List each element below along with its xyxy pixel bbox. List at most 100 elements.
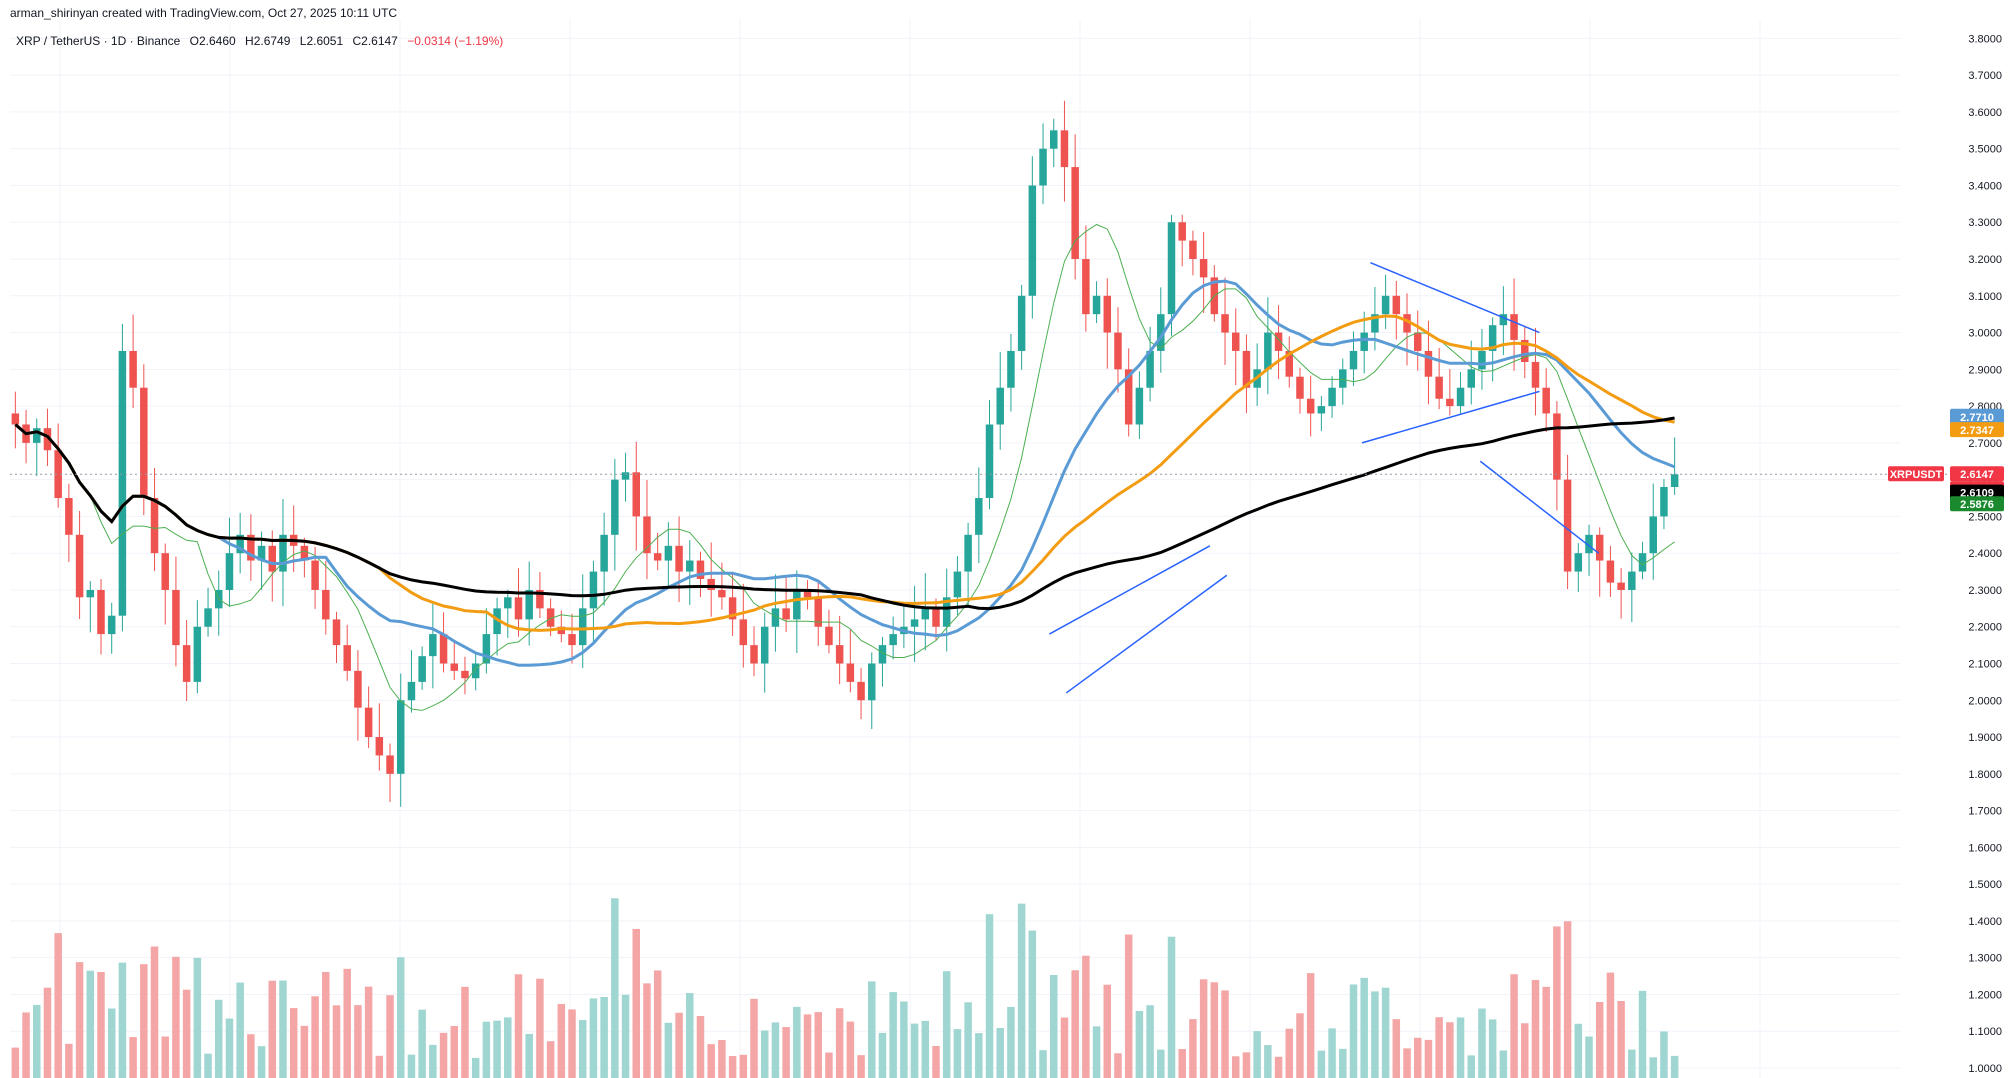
volume-bar: [889, 992, 897, 1078]
volume-bar: [225, 1018, 234, 1078]
candle-body: [675, 545, 683, 572]
volume-bar: [1403, 1048, 1411, 1078]
volume-bar: [182, 989, 191, 1078]
symbol-legend: XRP / TetherUS · 1D · Binance O2.6460 H2…: [16, 34, 503, 48]
volume-bar: [1103, 984, 1112, 1078]
candle-body: [686, 560, 694, 572]
volume-bar: [1553, 926, 1561, 1078]
volume-bar: [247, 1034, 255, 1078]
price-tag-bg: [1950, 408, 2004, 424]
price-axis[interactable]: 3.8000 3.7000 3.6000 3.5000 3.4000 3.3000 3.20…: [1968, 33, 2002, 1075]
price-tick-label: 3.8000: [1968, 33, 2002, 45]
volume-bar: [728, 1056, 737, 1078]
candle-body: [803, 589, 812, 598]
volume-bar: [1360, 977, 1368, 1078]
volume-bar: [1574, 1023, 1583, 1078]
volume-bar: [1371, 991, 1379, 1078]
price-tick-label: 2.7000: [1968, 438, 2002, 450]
volume-bar: [279, 980, 287, 1078]
volume-bar: [118, 962, 127, 1078]
volume-bar: [161, 1036, 169, 1078]
volume-bar: [803, 1014, 812, 1078]
candle-body: [1360, 332, 1368, 351]
candle-body: [150, 498, 159, 554]
candle-body: [932, 608, 940, 627]
volume-bar: [1585, 1036, 1593, 1078]
price-tick-label: 3.2000: [1968, 254, 2002, 266]
volume-bar: [750, 998, 758, 1078]
volume-bar: [621, 994, 630, 1078]
candle-body: [1349, 350, 1358, 370]
candle-body: [546, 608, 555, 627]
volume-bar: [257, 1046, 266, 1078]
ma-black-line: [14, 416, 1675, 611]
candle-body: [11, 413, 20, 425]
volume-bar: [1007, 1006, 1015, 1078]
volume-bar: [589, 998, 598, 1078]
volume-bar: [1392, 1019, 1401, 1078]
price-tick-label: 1.7000: [1968, 806, 2002, 818]
price-tick-label: 3.7000: [1968, 70, 2002, 82]
price-tick-label: 3.4000: [1968, 180, 2002, 192]
candle-body: [1167, 222, 1176, 315]
volume-bar: [1349, 984, 1358, 1078]
candle-body: [814, 597, 822, 627]
chart-credit: arman_shirinyan created with TradingView…: [10, 6, 398, 20]
price-tag-bg: [1950, 422, 2004, 438]
price-tick-label: 2.2000: [1968, 622, 2002, 634]
volume-bar: [1114, 1053, 1122, 1078]
candle-body: [771, 608, 780, 627]
candle-body: [536, 589, 544, 609]
volume-bar: [1339, 1048, 1347, 1078]
candle-body: [1242, 350, 1251, 388]
volume-bar: [1285, 1028, 1294, 1078]
candle-body: [1638, 553, 1647, 572]
trendline: [1370, 262, 1540, 334]
candle-body: [204, 608, 212, 627]
candle-body: [611, 479, 619, 535]
candle-body: [407, 681, 416, 701]
candle-body: [1467, 369, 1475, 388]
volume-bar: [525, 1033, 533, 1078]
candle-body: [450, 663, 459, 671]
volume-bar: [1296, 1013, 1304, 1078]
candle-body: [279, 534, 287, 572]
volume-bar: [985, 914, 994, 1078]
price-tick-label: 3.5000: [1968, 144, 2002, 156]
volume-bar: [97, 971, 105, 1078]
volume-bar: [461, 986, 469, 1078]
volume-bar: [1649, 1057, 1657, 1078]
candle-body: [1146, 350, 1154, 388]
volume-bar: [22, 1012, 30, 1078]
candle-body: [953, 571, 962, 598]
volume-bar: [1167, 936, 1176, 1078]
volume-bar: [504, 1017, 512, 1078]
candle-body: [782, 608, 790, 620]
trendline: [1065, 574, 1228, 694]
volume-bar: [632, 928, 640, 1078]
volume-bar: [204, 1053, 212, 1078]
price-tick-label: 1.2000: [1968, 989, 2002, 1001]
price-tick-label: 3.3000: [1968, 217, 2002, 229]
candle-body: [1606, 560, 1615, 583]
candle-body: [964, 534, 972, 572]
candle-body: [589, 571, 598, 609]
candle-body: [1510, 314, 1518, 340]
volume-bar: [1082, 955, 1090, 1078]
candle-body: [493, 608, 501, 635]
volume-bar: [846, 1021, 855, 1078]
candle-body: [1670, 474, 1679, 488]
volume-bar: [514, 974, 523, 1078]
candle-body: [1071, 167, 1079, 260]
volume-bar: [868, 981, 876, 1078]
volume-bar: [43, 987, 52, 1078]
price-tag-text: 2.7347: [1960, 425, 1994, 437]
volume-bar: [140, 964, 148, 1078]
volume-bar: [236, 982, 244, 1078]
price-tag-text: XRPUSDT: [1890, 469, 1943, 481]
candle-body: [878, 645, 887, 664]
candle-body: [1628, 571, 1636, 590]
symbol-label[interactable]: XRP / TetherUS · 1D · Binance: [16, 34, 181, 48]
volume-bar: [664, 1022, 673, 1078]
